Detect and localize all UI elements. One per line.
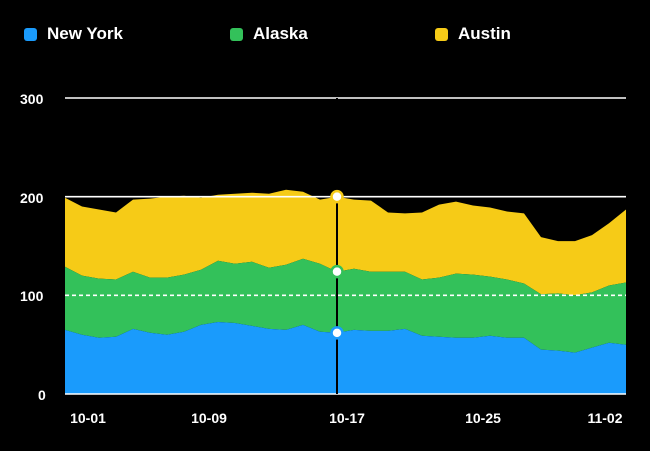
legend-swatch-alaska: [230, 27, 243, 41]
area-austin: [65, 189, 626, 296]
x-tick-label: 11-02: [587, 410, 622, 426]
chart-legend: New York Alaska Austin: [0, 24, 650, 52]
area-layers: [65, 189, 626, 394]
x-tick-label: 10-25: [465, 410, 501, 426]
legend-label-alaska: Alaska: [253, 24, 308, 43]
x-tick-label: 10-01: [70, 410, 106, 426]
y-axis: 300 200 100 0: [20, 91, 46, 403]
hover-marker-austin[interactable]: [330, 189, 344, 204]
y-tick-label: 0: [38, 387, 46, 403]
x-tick-label: 10-09: [191, 410, 227, 426]
legend-item-new-york[interactable]: New York: [24, 24, 123, 44]
legend-swatch-new-york: [24, 27, 37, 41]
legend-label-new-york: New York: [47, 24, 123, 43]
y-tick-label: 300: [20, 91, 44, 107]
legend-item-alaska[interactable]: Alaska: [230, 24, 308, 44]
gridlines: [65, 97, 626, 395]
x-axis: 10-01 10-09 10-17 10-25 11-02: [70, 410, 623, 426]
hover-marker-alaska[interactable]: [330, 264, 344, 279]
legend-label-austin: Austin: [458, 24, 511, 43]
hover-marker-new-york[interactable]: [330, 326, 344, 340]
area-alaska: [65, 258, 626, 353]
hover-crosshair: [330, 98, 344, 394]
y-tick-label: 100: [20, 288, 44, 304]
area-new-york: [65, 322, 626, 394]
legend-item-austin[interactable]: Austin: [435, 24, 511, 44]
legend-swatch-austin: [435, 27, 448, 41]
x-tick-label: 10-17: [329, 410, 365, 426]
y-tick-label: 200: [20, 190, 44, 206]
